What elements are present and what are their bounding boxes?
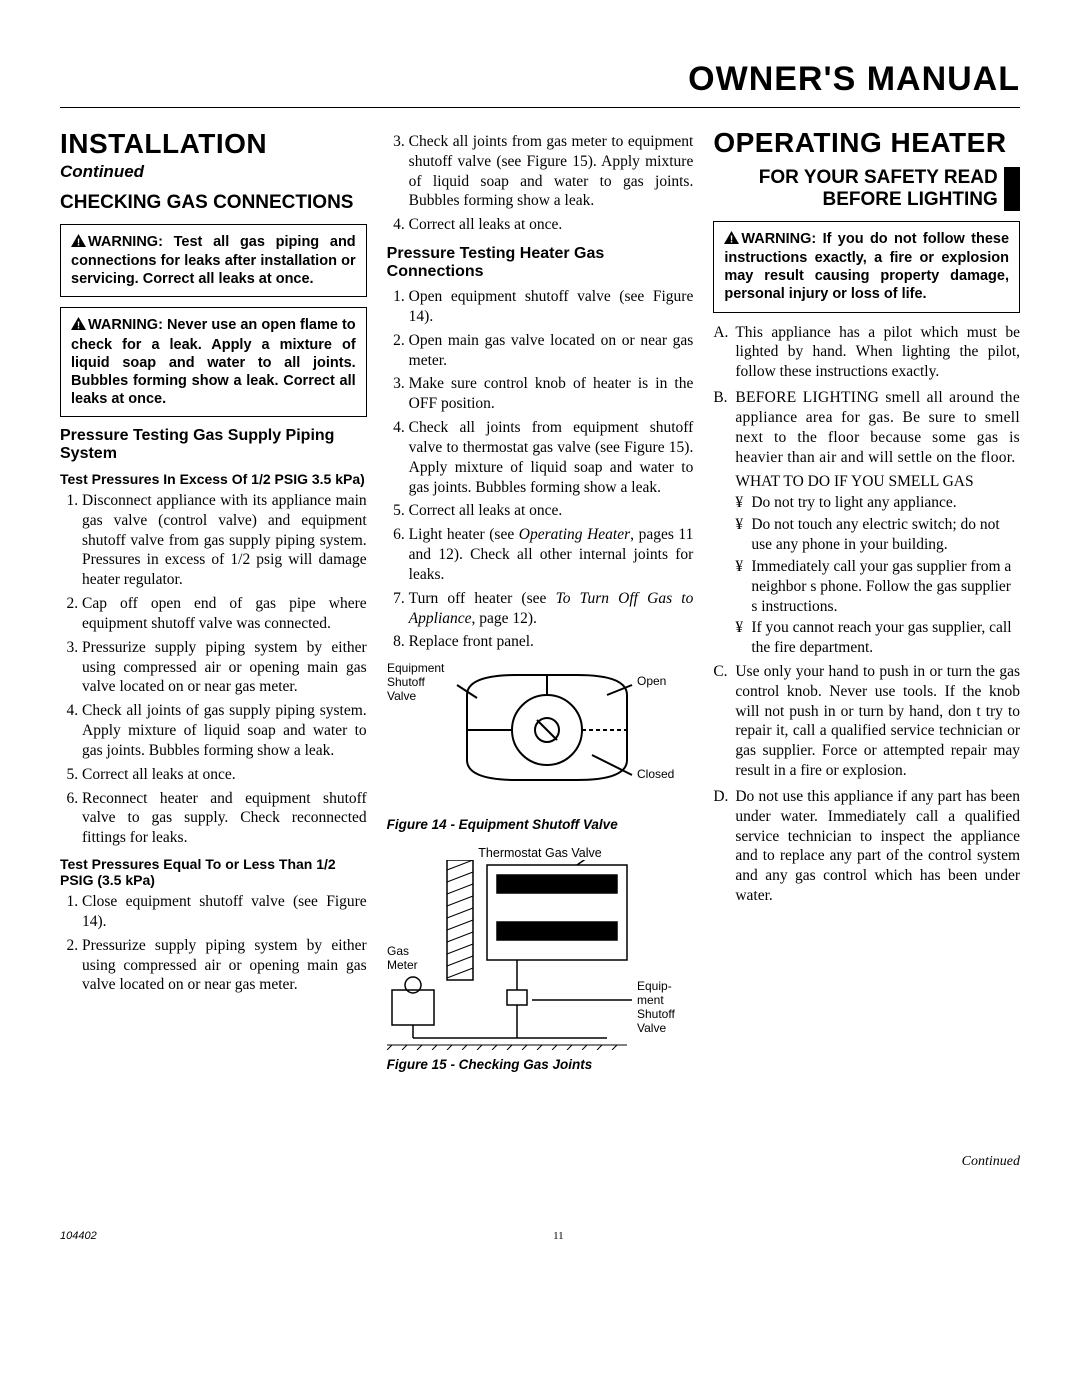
svg-text:Shutoff: Shutoff: [637, 1007, 675, 1021]
bullet-item: ¥Do not try to light any appliance.: [735, 493, 1020, 513]
svg-text:Shutoff: Shutoff: [387, 675, 425, 689]
label-open: Open: [637, 674, 666, 688]
svg-text:Meter: Meter: [387, 958, 418, 972]
warning-text-1: WARNING: Test all gas piping and connect…: [71, 234, 356, 287]
warning-icon: !: [71, 234, 86, 252]
continued-label: Continued: [60, 162, 367, 182]
label-closed: Closed: [637, 767, 674, 781]
list-item: Turn off heater (see To Turn Off Gas to …: [409, 589, 694, 629]
list-item: Pressurize supply piping system by eithe…: [82, 638, 367, 697]
list-item: Close equipment shutoff valve (see Figur…: [82, 892, 367, 932]
installation-heading: INSTALLATION: [60, 128, 367, 160]
column-1: INSTALLATION Continued CHECKING GAS CONN…: [60, 128, 367, 1072]
svg-text:!: !: [77, 321, 80, 331]
heater-conn-list: Open equipment shutoff valve (see Figure…: [387, 287, 694, 652]
list-item: Pressurize supply piping system by eithe…: [82, 936, 367, 995]
checking-gas-joints-diagram: Gas Meter Equip- ment Shutoff Valve: [387, 860, 687, 1050]
column-3: OPERATING HEATER FOR YOUR SAFETY READ BE…: [713, 128, 1020, 1072]
safety-letter-list-cont: C.Use only your hand to push in or turn …: [713, 662, 1020, 906]
list-item: Reconnect heater and equipment shutoff v…: [82, 789, 367, 848]
doc-id: 104402: [60, 1230, 97, 1242]
excess-psig-heading: Test Pressures In Excess Of 1/2 PSIG 3.5…: [60, 471, 367, 487]
page-footer: 104402 11: [60, 1230, 1020, 1242]
bullet-item: ¥Do not touch any electric switch; do no…: [735, 515, 1020, 555]
list-item: Check all joints of gas supply piping sy…: [82, 701, 367, 760]
list-item: Light heater (see Operating Heater, page…: [409, 525, 694, 584]
label-gas-meter: Gas: [387, 944, 409, 958]
figure-14: Equipment Shutoff Valve Open Closed: [387, 660, 694, 813]
warning-box-3: ! WARNING: If you do not follow these in…: [713, 221, 1020, 313]
item-d: D.Do not use this appliance if any part …: [713, 787, 1020, 906]
list-item: Correct all leaks at once.: [409, 215, 694, 235]
list-item: Correct all leaks at once.: [82, 765, 367, 785]
list-item: Cap off open end of gas pipe where equip…: [82, 594, 367, 634]
svg-text:Valve: Valve: [387, 689, 416, 703]
excess-psig-list: Disconnect appliance with its appliance …: [60, 491, 367, 848]
list-item: Replace front panel.: [409, 632, 694, 652]
list-item: Disconnect appliance with its appliance …: [82, 491, 367, 590]
safety-header: FOR YOUR SAFETY READ BEFORE LIGHTING: [713, 167, 1020, 211]
warning-box-1: ! WARNING: Test all gas piping and conne…: [60, 224, 367, 297]
item-c: C.Use only your hand to push in or turn …: [713, 662, 1020, 781]
checking-gas-heading: CHECKING GAS CONNECTIONS: [60, 192, 367, 214]
list-item: Correct all leaks at once.: [409, 501, 694, 521]
smell-gas-bullets: ¥Do not try to light any appliance. ¥Do …: [713, 493, 1020, 658]
leq-psig-list-continued: Check all joints from gas meter to equip…: [387, 132, 694, 235]
figure-15: Thermostat Gas Valve: [387, 846, 694, 1053]
operating-heater-heading: OPERATING HEATER: [713, 128, 1020, 157]
content-columns: INSTALLATION Continued CHECKING GAS CONN…: [60, 128, 1020, 1072]
leq-psig-list: Close equipment shutoff valve (see Figur…: [60, 892, 367, 995]
warning-icon: !: [724, 231, 739, 249]
safety-letter-list: A.This appliance has a pilot which must …: [713, 323, 1020, 468]
smell-gas-subhead: WHAT TO DO IF YOU SMELL GAS: [735, 473, 1020, 491]
warning-box-2: ! WARNING: Never use an open flame to ch…: [60, 307, 367, 417]
list-item: Check all joints from equipment shutoff …: [409, 418, 694, 497]
continued-footer: Continued: [60, 1152, 1020, 1170]
svg-text:Valve: Valve: [637, 1021, 666, 1035]
label-esv: Equipment: [387, 661, 445, 675]
page-number: 11: [553, 1230, 564, 1242]
list-item: Open main gas valve located on or near g…: [409, 331, 694, 371]
svg-text:!: !: [77, 238, 80, 248]
warning-icon: !: [71, 317, 86, 335]
list-item: Check all joints from gas meter to equip…: [409, 132, 694, 211]
pressure-test-heater-heading: Pressure Testing Heater Gas Connections: [387, 245, 694, 281]
page-header: OWNER'S MANUAL: [60, 60, 1020, 108]
bullet-item: ¥If you cannot reach your gas supplier, …: [735, 618, 1020, 658]
column-2: Check all joints from gas meter to equip…: [387, 128, 694, 1072]
list-item: Make sure control knob of heater is in t…: [409, 374, 694, 414]
svg-text:!: !: [730, 235, 733, 245]
label-tgv: Thermostat Gas Valve: [387, 846, 694, 860]
item-a: A.This appliance has a pilot which must …: [713, 323, 1020, 382]
list-item: Open equipment shutoff valve (see Figure…: [409, 287, 694, 327]
safety-header-text: FOR YOUR SAFETY READ BEFORE LIGHTING: [713, 167, 1003, 211]
pressure-test-supply-heading: Pressure Testing Gas Supply Piping Syste…: [60, 427, 367, 463]
label-esv2: Equip-: [637, 979, 672, 993]
figure-15-caption: Figure 15 - Checking Gas Joints: [387, 1057, 694, 1072]
bullet-item: ¥Immediately call your gas supplier from…: [735, 557, 1020, 616]
leq-psig-heading: Test Pressures Equal To or Less Than 1/2…: [60, 856, 367, 888]
warning-text-3: WARNING: If you do not follow these inst…: [724, 231, 1009, 302]
svg-text:ment: ment: [637, 993, 664, 1007]
black-block-icon: [1004, 167, 1020, 211]
figure-14-caption: Figure 14 - Equipment Shutoff Valve: [387, 817, 694, 832]
equipment-shutoff-valve-diagram: Equipment Shutoff Valve Open Closed: [387, 660, 687, 810]
warning-text-2: WARNING: Never use an open flame to chec…: [71, 317, 356, 407]
item-b: B.BEFORE LIGHTING smell all around the a…: [713, 388, 1020, 467]
